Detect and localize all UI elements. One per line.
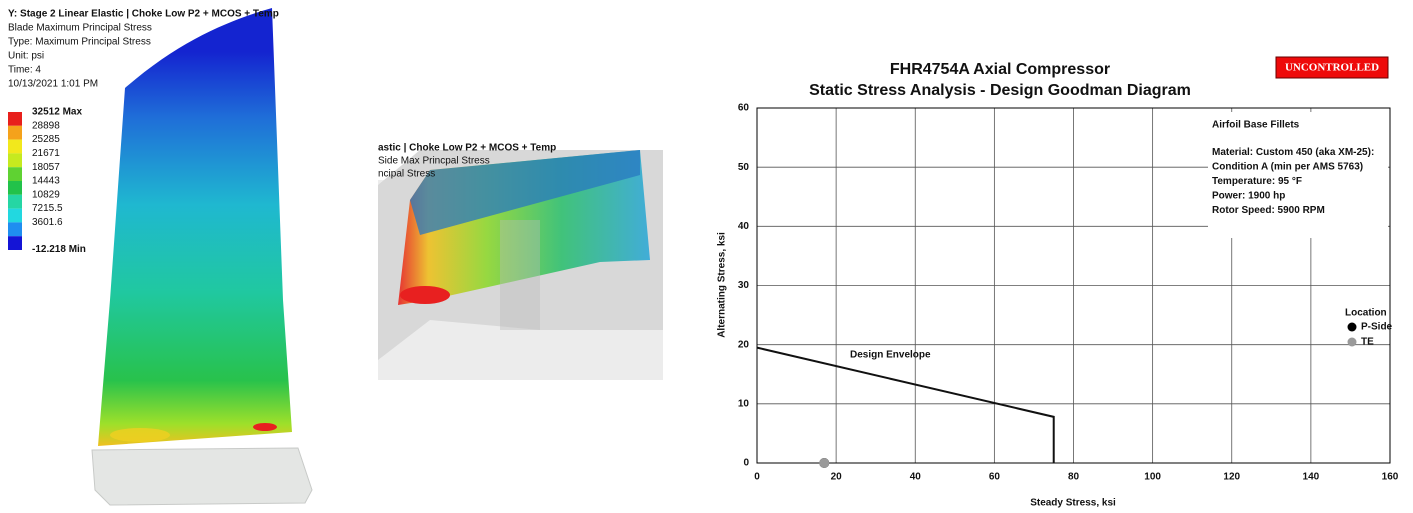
fea-info: astic | Choke Low P2 + MCOS + Temp <box>378 143 556 154</box>
legend-label: 32512 Max <box>32 107 82 118</box>
annotation: Temperature: 95 °F <box>1212 176 1302 187</box>
legend-swatch <box>8 126 22 140</box>
x-tick-label: 140 <box>1303 472 1320 483</box>
fea-info: Blade Maximum Principal Stress <box>8 23 152 34</box>
envelope-line <box>757 348 1054 463</box>
x-tick-label: 80 <box>1068 472 1080 483</box>
legend-swatch <box>8 112 22 126</box>
legend-marker <box>1348 323 1357 332</box>
y-tick-label: 0 <box>743 458 749 469</box>
chart-title: FHR4754A Axial Compressor <box>890 61 1110 78</box>
legend-label: -12.218 Min <box>32 244 86 255</box>
x-tick-label: 20 <box>831 472 843 483</box>
annotation: Condition A (min per AMS 5763) <box>1212 162 1363 173</box>
legend-swatch <box>8 222 22 236</box>
fea-info: 10/13/2021 1:01 PM <box>8 79 98 90</box>
x-tick-label: 120 <box>1223 472 1240 483</box>
y-tick-label: 30 <box>738 280 750 291</box>
fillet-model <box>378 150 663 380</box>
page: Y: Stage 2 Linear Elastic | Choke Low P2… <box>0 0 1413 508</box>
legend-label: 10829 <box>32 189 60 200</box>
legend-label: 28898 <box>32 120 60 131</box>
y-tick-label: 60 <box>738 103 750 114</box>
legend-label: 14443 <box>32 176 60 187</box>
legend-label: TE <box>1361 337 1374 348</box>
fea-title: Y: Stage 2 Linear Elastic | Choke Low P2… <box>8 9 279 20</box>
blade-model <box>92 8 312 505</box>
annotation-box <box>1208 112 1388 238</box>
x-axis-label: Steady Stress, ksi <box>1030 498 1116 508</box>
chart-subtitle: Static Stress Analysis - Design Goodman … <box>809 82 1191 99</box>
annotation: Power: 1900 hp <box>1212 191 1285 202</box>
annotation: Material: Custom 450 (aka XM-25): <box>1212 147 1374 158</box>
legend-title: Location <box>1345 308 1387 319</box>
annotation: Rotor Speed: 5900 RPM <box>1212 205 1325 216</box>
legend-label: 3601.6 <box>32 217 63 228</box>
legend-swatch <box>8 209 22 223</box>
y-axis-label: Alternating Stress, ksi <box>717 232 728 338</box>
x-tick-label: 100 <box>1144 472 1161 483</box>
legend-swatch <box>8 167 22 181</box>
legend-label: 18057 <box>32 162 60 173</box>
y-tick-label: 10 <box>738 398 750 409</box>
fea-info: Type: Maximum Principal Stress <box>8 37 151 48</box>
point <box>819 458 829 468</box>
x-tick-label: 0 <box>754 472 760 483</box>
y-tick-label: 20 <box>738 339 750 350</box>
x-tick-label: 40 <box>910 472 922 483</box>
fea-info: Side Max Princpal Stress <box>378 156 490 167</box>
fea-info: Unit: psi <box>8 51 44 62</box>
legend-label: 25285 <box>32 134 60 145</box>
legend-swatch <box>8 195 22 209</box>
line-label: Design Envelope <box>850 350 931 361</box>
legend-label: 21671 <box>32 148 60 159</box>
legend-swatch <box>8 236 22 250</box>
legend-marker <box>1348 338 1357 347</box>
legend-swatch <box>8 181 22 195</box>
fea-info: ncipal Stress <box>378 169 435 180</box>
x-tick-label: 160 <box>1382 472 1399 483</box>
legend-swatch <box>8 153 22 167</box>
stamp: UNCONTROLLED <box>1285 62 1379 74</box>
annotation: Airfoil Base Fillets <box>1212 120 1300 131</box>
legend-label: 7215.5 <box>32 203 63 214</box>
y-tick-label: 40 <box>738 221 750 232</box>
x-tick-label: 60 <box>989 472 1001 483</box>
y-tick-label: 50 <box>738 162 750 173</box>
fea-info: Time: 4 <box>8 65 41 76</box>
legend-swatch <box>8 140 22 154</box>
legend-label: P-Side <box>1361 322 1393 333</box>
